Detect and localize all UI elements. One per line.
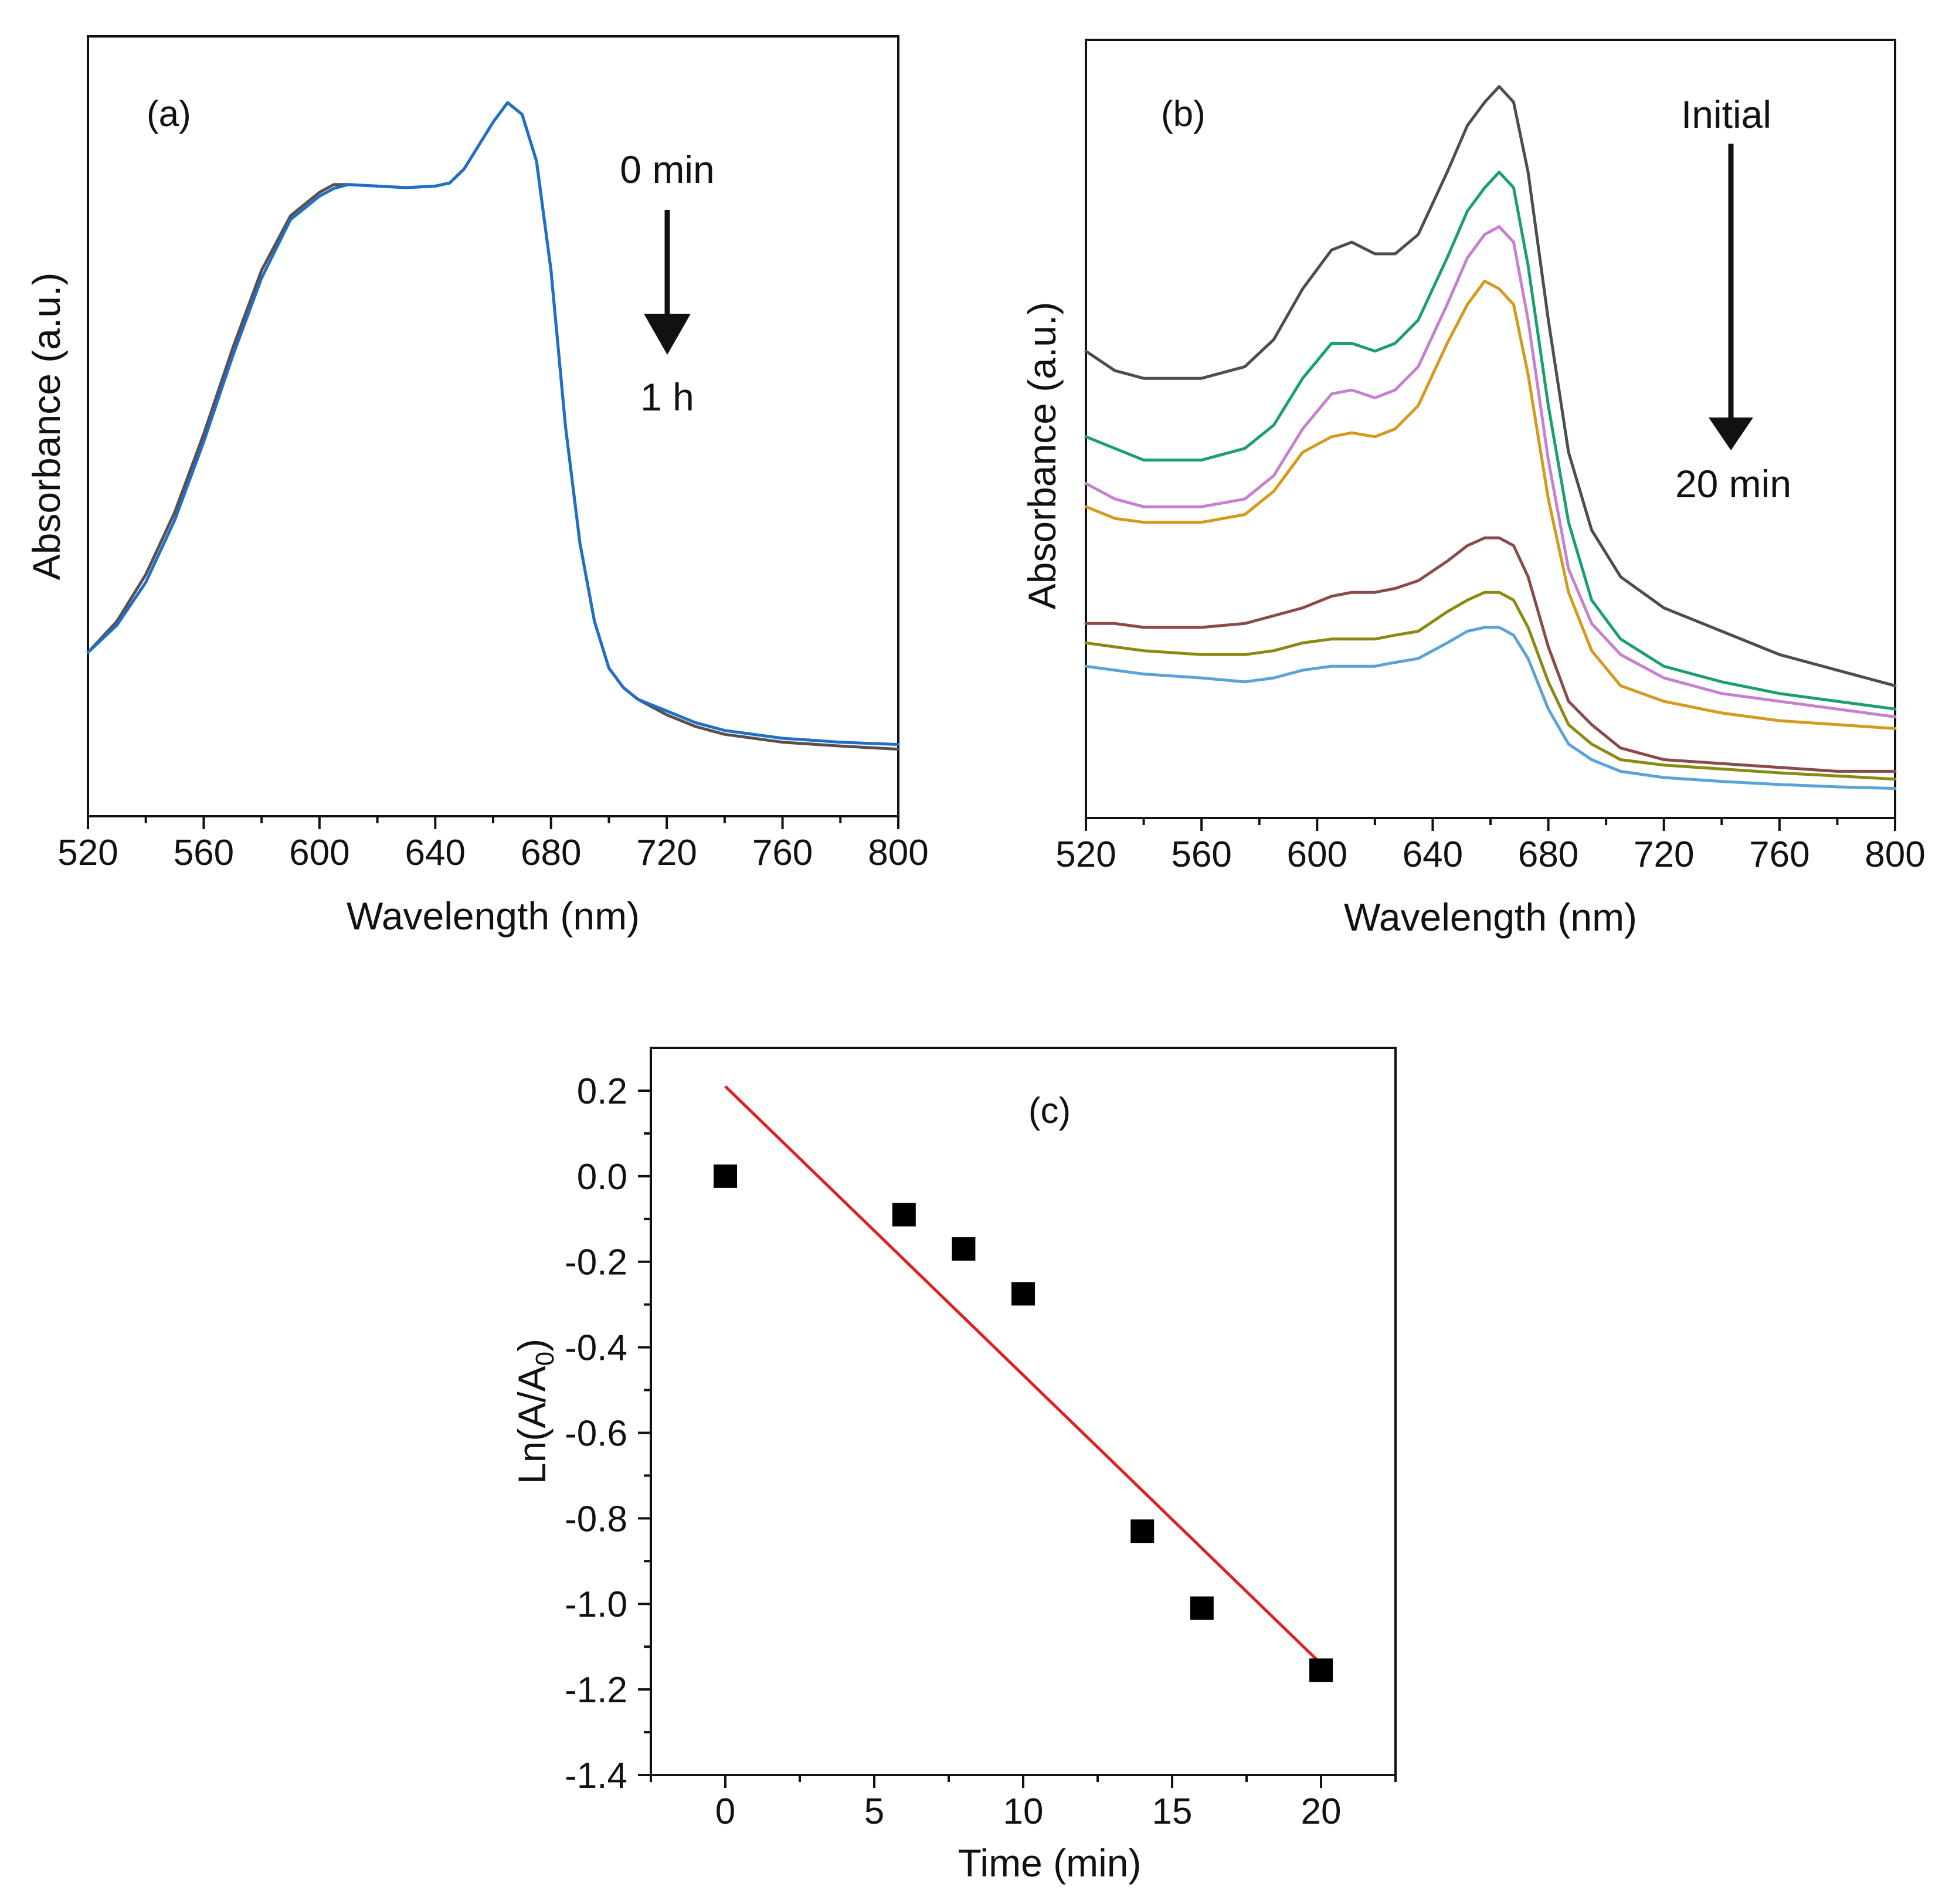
c-y-tick-label: -0.2	[565, 1243, 627, 1283]
c-x-tick-label: 15	[1152, 1791, 1193, 1832]
panel-c-frame	[650, 1047, 1397, 1776]
c-x-tick-label: 20	[1301, 1791, 1342, 1832]
a-x-tick-label: 520	[57, 833, 118, 873]
b-series-5-line	[1084, 536, 1897, 773]
c-y-tick-label: -0.6	[565, 1413, 627, 1454]
panel-c-x-ticks: 0 5 10 15 20	[650, 1775, 1397, 1832]
panel-b: 520 560 600 640 680 720 760 800 (b) Initial 20 …	[1020, 39, 1926, 939]
c-data-point	[1011, 1282, 1035, 1306]
panel-a-annotation-start: 0 min	[620, 148, 714, 191]
panel-c-marks	[714, 1085, 1333, 1682]
b-x-tick-label: 640	[1403, 834, 1463, 875]
panel-b-y-axis-label: Absorbance (a.u.)	[1020, 302, 1064, 610]
panel-c-x-axis-label: Time (min)	[958, 1841, 1142, 1885]
panel-c-y-axis-label-main: Ln(A/A	[510, 1366, 554, 1484]
c-y-tick-label: -0.4	[565, 1328, 627, 1369]
a-x-tick-label: 720	[636, 833, 697, 873]
panel-a-arrow-down-icon	[644, 314, 691, 355]
a-x-tick-label: 560	[174, 833, 234, 873]
panel-b-curves	[1084, 85, 1897, 790]
c-y-tick-label: -0.8	[565, 1499, 627, 1539]
panel-c-y-axis-label-subscript: 0	[531, 1352, 559, 1366]
b-series-6-line	[1084, 590, 1897, 781]
c-y-tick-label: -1.4	[565, 1756, 627, 1796]
c-data-point	[1130, 1519, 1155, 1543]
panel-a-x-axis-label: Wavelength (nm)	[347, 894, 640, 938]
b-x-tick-label: 680	[1518, 834, 1578, 875]
panel-a-tag: (a)	[147, 94, 191, 134]
panel-b-x-ticks: 520 560 600 640 680 720 760 800	[1055, 818, 1926, 875]
panel-b-tag: (b)	[1161, 94, 1206, 134]
c-x-tick-label: 5	[864, 1791, 884, 1832]
b-series-2-line	[1084, 171, 1897, 711]
c-y-tick-label: -1.0	[565, 1584, 627, 1625]
panel-c-y-ticks: 0.2 0.0 -0.2 -0.4 -0.6 -0.8 -1.0 -1.2 -1.4	[565, 1071, 651, 1796]
panel-c: 0 5 10 15 20 0.2 0.0 -0.2 -0.4 -0.6 -0.8 -1.0 -1.2 -…	[510, 1047, 1397, 1885]
panel-b-annotation-start: Initial	[1681, 93, 1771, 136]
a-x-tick-label: 600	[289, 833, 349, 873]
a-series-2-line	[86, 101, 900, 746]
c-y-tick-label: 0.0	[577, 1157, 627, 1197]
c-fit-line	[724, 1085, 1322, 1665]
panel-a-curves	[86, 101, 900, 751]
c-data-point	[1309, 1658, 1333, 1682]
panel-a-x-ticks: 520 560 600 640 680 720 760 800	[57, 816, 929, 873]
panel-c-y-axis-label-tail: )	[510, 1339, 554, 1352]
b-x-tick-label: 520	[1055, 834, 1116, 875]
panel-b-x-axis-label: Wavelength (nm)	[1344, 895, 1637, 939]
b-x-tick-label: 720	[1634, 834, 1694, 875]
c-data-point	[952, 1237, 976, 1261]
c-y-tick-label: 0.2	[577, 1071, 627, 1112]
c-x-tick-label: 0	[715, 1791, 735, 1832]
a-x-tick-label: 640	[405, 833, 466, 873]
b-series-3-line	[1084, 225, 1897, 718]
a-x-tick-label: 760	[752, 833, 813, 873]
c-x-tick-label: 10	[1003, 1791, 1044, 1832]
panel-a-y-axis-label: Absorbance (a.u.)	[25, 273, 68, 581]
a-x-tick-label: 680	[521, 833, 581, 873]
c-data-point	[892, 1203, 916, 1227]
b-series-4-line	[1084, 279, 1897, 730]
panel-a: 520 560 600 640 680 720 760 800 (a) 0 min 1 h W…	[25, 35, 929, 938]
panel-b-arrow-down-icon	[1709, 418, 1753, 450]
b-x-tick-label: 800	[1865, 834, 1925, 875]
b-x-tick-label: 600	[1287, 834, 1347, 875]
b-series-1-line	[1084, 85, 1897, 687]
c-y-tick-label: -1.2	[565, 1670, 627, 1710]
a-x-tick-label: 800	[868, 833, 928, 873]
c-data-point	[714, 1164, 737, 1188]
c-data-point	[1190, 1596, 1214, 1620]
panel-b-annotation-end: 20 min	[1675, 462, 1791, 505]
panel-c-y-axis-label: Ln(A/A0)	[510, 1339, 559, 1484]
panel-a-annotation-end: 1 h	[640, 375, 694, 419]
b-x-tick-label: 760	[1749, 834, 1809, 875]
b-x-tick-label: 560	[1171, 834, 1231, 875]
b-series-7-line	[1084, 626, 1897, 790]
panel-c-tag: (c)	[1028, 1091, 1071, 1131]
